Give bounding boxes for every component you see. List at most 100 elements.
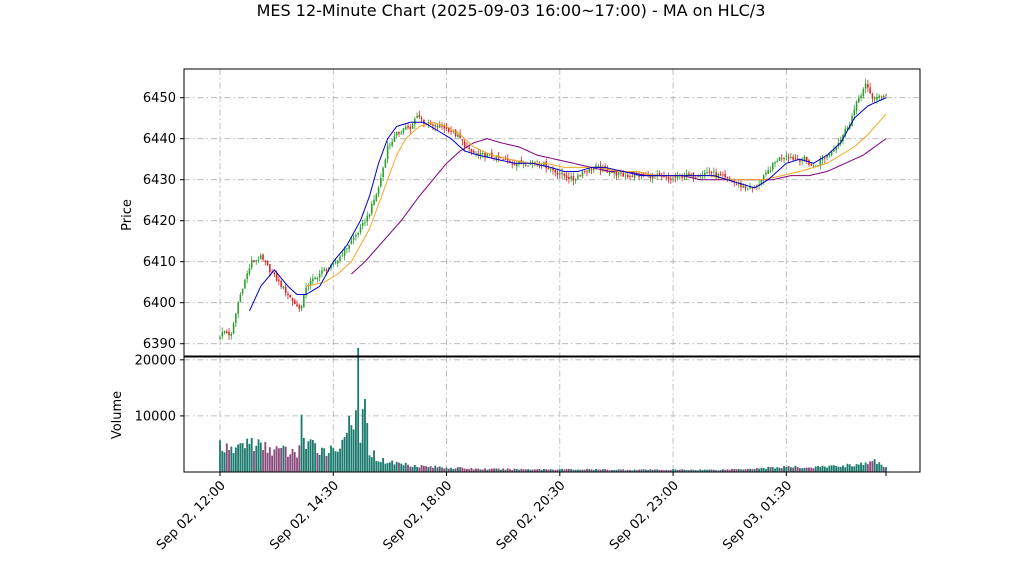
volume-bar [468, 469, 471, 472]
candle-body [579, 175, 581, 176]
candle-body [348, 245, 350, 249]
candle-body [350, 240, 353, 244]
volume-bar [379, 462, 382, 472]
volume-bar [461, 467, 464, 472]
volume-bar [472, 469, 475, 472]
candle-body [343, 248, 346, 256]
candle-body [409, 126, 412, 130]
candle-body [819, 160, 822, 166]
candle-body [237, 302, 239, 314]
volume-bar [323, 448, 326, 472]
volume-bar [232, 453, 235, 472]
volume-bar [740, 469, 742, 472]
candle-body [411, 124, 414, 129]
volume-bar [685, 470, 688, 472]
volume-bar [851, 466, 853, 472]
volume-panel-frame [183, 356, 921, 473]
candle-body [778, 157, 781, 161]
volume-bar [479, 469, 482, 472]
candle-body [484, 152, 486, 158]
volume-bar [289, 454, 292, 472]
candle-body [438, 124, 441, 128]
volume-bar [377, 461, 380, 472]
volume-bar [484, 468, 486, 472]
volume-bar [769, 467, 772, 472]
volume-bar [751, 469, 754, 472]
candle-body [787, 157, 790, 159]
volume-bar [271, 455, 274, 472]
candle-body [606, 168, 609, 173]
candle-body [257, 259, 260, 261]
candle-body [574, 179, 577, 181]
candle-body [423, 119, 425, 124]
candle-body [432, 124, 434, 126]
candle-body [663, 175, 665, 178]
volume-bar [237, 444, 240, 472]
candle-body [463, 141, 466, 147]
volume-bar [266, 452, 269, 472]
candle-body [522, 164, 525, 166]
volume-bar [742, 469, 745, 472]
volume-bar [225, 443, 228, 472]
candle-body [287, 293, 289, 296]
candle-body [554, 169, 557, 173]
volume-bar [273, 449, 276, 472]
volume-bar [250, 437, 253, 472]
volume-bar [370, 457, 373, 472]
volume-bar [774, 468, 776, 472]
volume-bar [633, 469, 636, 472]
volume-bar [848, 464, 851, 472]
candle-body [617, 172, 620, 175]
candle-body [475, 153, 477, 155]
candle-body [871, 93, 874, 99]
candle-body [334, 262, 337, 264]
volume-bar [352, 429, 355, 472]
candle-body [370, 203, 373, 214]
x-tick-label: Sep 02, 18:00 [380, 478, 455, 553]
volume-bar [746, 468, 749, 472]
volume-bar [536, 469, 539, 472]
volume-bar [262, 450, 264, 472]
candle-body [858, 97, 860, 103]
volume-bar [599, 469, 602, 472]
candle-body [391, 142, 393, 146]
candle-body [280, 280, 282, 287]
volume-bar [567, 468, 570, 472]
volume-bar [613, 469, 616, 472]
candle-body [812, 166, 815, 168]
price-axis-label: Price [120, 199, 135, 231]
candle-body [794, 158, 797, 160]
candle-body [457, 134, 459, 138]
candle-body [300, 306, 303, 309]
candle-body [309, 280, 312, 286]
candle-body [783, 157, 785, 160]
candle-body [563, 173, 566, 176]
candle-body [504, 159, 507, 160]
volume-bar [350, 425, 353, 472]
candle-body [885, 94, 887, 96]
candle-body [654, 174, 656, 176]
volume-bar [558, 469, 561, 472]
candle-body [864, 83, 867, 89]
volume-bar [654, 469, 656, 472]
volume-bar [767, 466, 770, 472]
candle-body [880, 95, 883, 97]
candle-body [717, 174, 720, 178]
volume-bar [642, 469, 645, 472]
candle-body [771, 162, 774, 170]
candle-body [846, 128, 849, 130]
candle-body [726, 177, 729, 179]
candle-body [568, 177, 570, 180]
ma-mid-line [305, 113, 887, 287]
x-tick-label: Sep 02, 23:00 [607, 478, 682, 553]
candle-body [502, 159, 504, 160]
candle-body [386, 145, 389, 159]
candle-body [404, 126, 407, 130]
volume-bar [817, 466, 819, 472]
candle-body [316, 278, 319, 279]
candle-body [314, 277, 316, 280]
volume-bar [391, 460, 394, 472]
volume-bar [606, 469, 609, 472]
candle-body [373, 200, 375, 206]
